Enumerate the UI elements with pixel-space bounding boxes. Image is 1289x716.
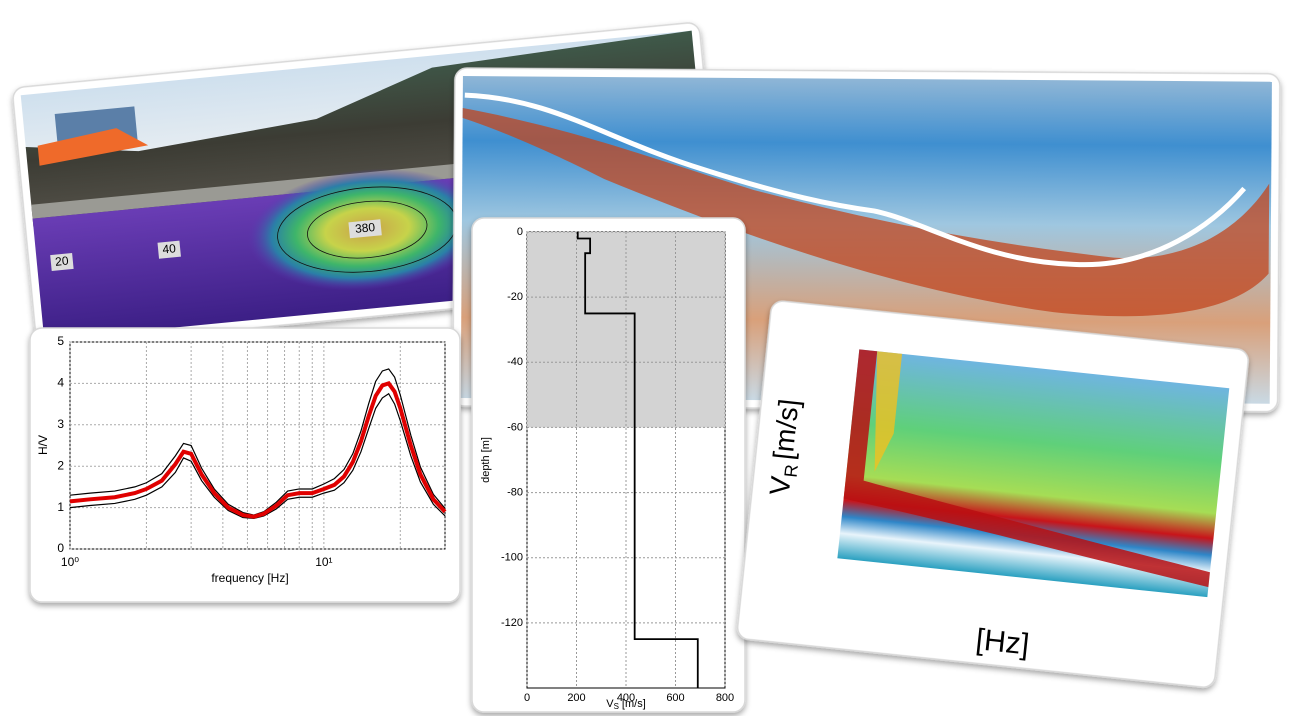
y-tick-label: 2 — [57, 458, 64, 472]
y-tick-label: 5 — [57, 334, 64, 348]
x-tick-label: 600 — [666, 692, 684, 704]
label-sub: R — [780, 463, 801, 478]
contour — [307, 200, 428, 259]
label-main: V — [764, 475, 797, 497]
y-tick-label: 0 — [57, 541, 64, 555]
label-main: V — [606, 698, 614, 710]
series-line — [69, 381, 447, 519]
y-tick-label: -100 — [501, 552, 523, 564]
contour-label: 20 — [55, 254, 70, 269]
y-tick-label: -80 — [507, 486, 523, 498]
x-tick-label: 800 — [716, 692, 734, 704]
high-energy — [874, 351, 903, 472]
hv-card: frequency [Hz] H/V 10⁰ 10¹ 0 1 2 3 4 5 — [29, 327, 461, 603]
x-tick-label: 10¹ — [315, 555, 332, 569]
y-tick-label: -20 — [507, 291, 523, 303]
label-box — [50, 253, 74, 272]
velocity-profile — [576, 232, 699, 688]
y-tick-label: 0 — [517, 226, 523, 238]
y-tick-label: -120 — [501, 617, 523, 629]
y-tick-label: -60 — [507, 421, 523, 433]
contour-label: 380 — [354, 220, 376, 236]
barrier — [37, 128, 149, 166]
y-axis-label: depth [m] — [480, 437, 492, 483]
dispersion-card: [Hz] VR[m/s] — [736, 300, 1249, 688]
interpreted-horizon — [464, 92, 1247, 268]
x-tick-label: 0 — [524, 692, 530, 704]
label-box — [157, 240, 181, 259]
x-tick-label: 400 — [617, 692, 635, 704]
x-tick-label: 200 — [567, 692, 585, 704]
y-tick-label: 3 — [57, 417, 64, 431]
label-unit: [m/s] — [622, 698, 646, 710]
x-tick-label: 10⁰ — [61, 555, 79, 569]
y-axis-label: H/V — [36, 435, 50, 455]
label-sub: S — [614, 702, 619, 711]
label-unit: [m/s] — [768, 398, 805, 462]
label-box — [348, 219, 382, 239]
y-tick-label: 4 — [57, 376, 64, 390]
y-axis-label: VR[m/s] — [764, 398, 808, 497]
contour-label: 40 — [162, 241, 177, 256]
y-tick-label: 1 — [57, 500, 64, 514]
y-tick-label: -40 — [507, 356, 523, 368]
series-line — [69, 368, 446, 516]
dispersion-image — [837, 349, 1230, 598]
x-axis-label: [Hz] — [974, 623, 1031, 661]
vs-card: VS [m/s] depth [m] 0 200 400 600 800 0 -20 -40 -6… — [471, 217, 746, 713]
x-axis-label: VS [m/s] — [606, 698, 646, 711]
x-axis-label: frequency [Hz] — [211, 571, 288, 585]
fundamental-mode — [843, 349, 1210, 588]
series-line — [69, 392, 446, 519]
